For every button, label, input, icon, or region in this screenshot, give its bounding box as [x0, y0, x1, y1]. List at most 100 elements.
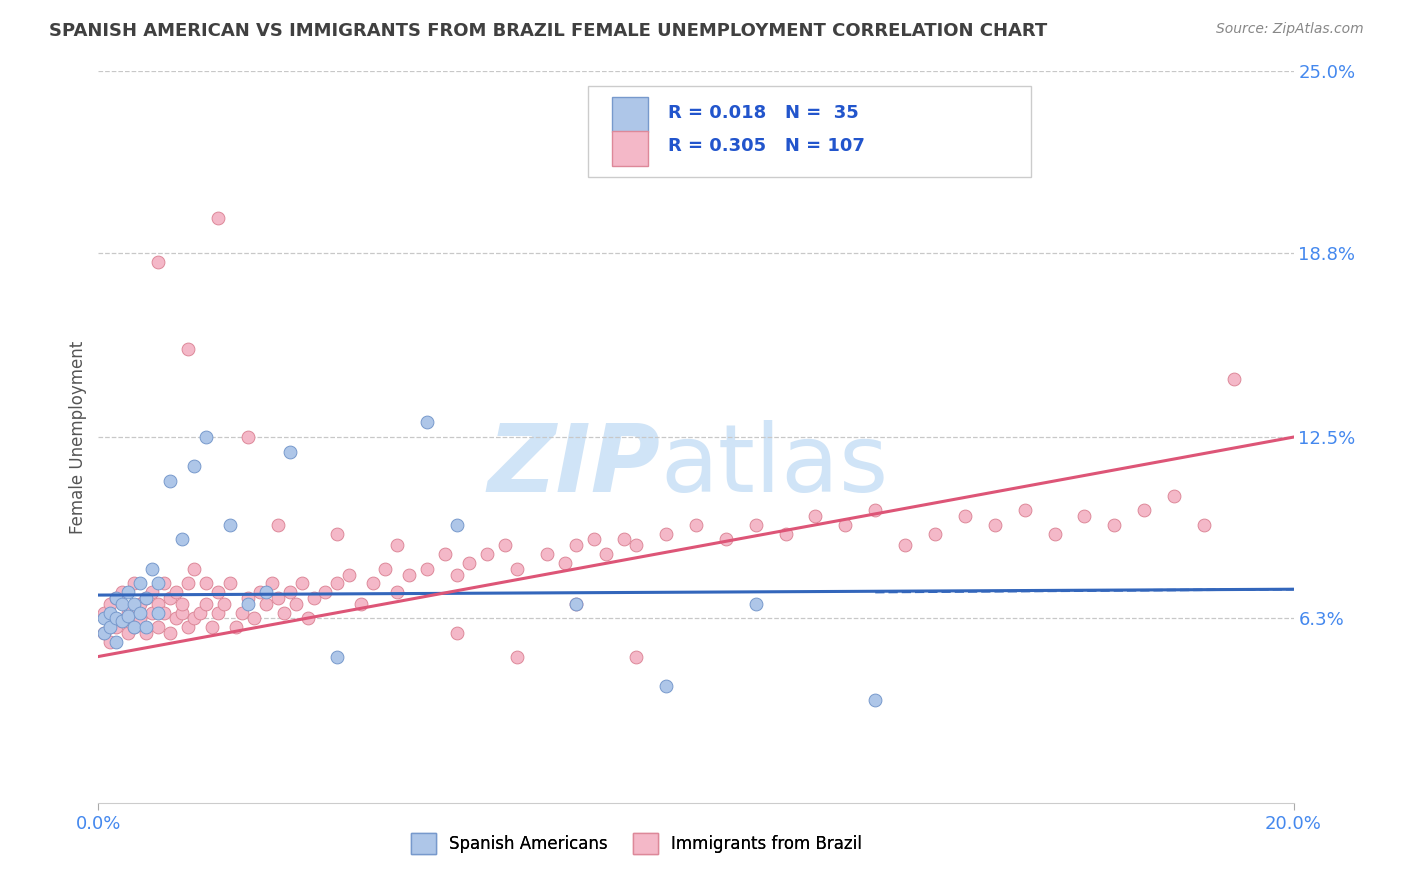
Point: [1043, 526, 1066, 541]
Point: [225, 620, 247, 634]
Point: [583, 533, 606, 547]
Point: [953, 509, 976, 524]
Point: [141, 606, 163, 620]
Point: [385, 585, 409, 599]
Text: atlas: atlas: [661, 420, 889, 512]
Point: [714, 533, 737, 547]
Point: [297, 611, 319, 625]
Point: [172, 533, 194, 547]
Point: [236, 591, 259, 605]
Point: [284, 597, 307, 611]
Point: [219, 517, 242, 532]
Point: [177, 343, 200, 357]
Point: [195, 597, 218, 611]
Point: [105, 635, 128, 649]
FancyBboxPatch shape: [589, 86, 1031, 178]
Point: [446, 567, 468, 582]
Point: [177, 620, 200, 634]
Point: [804, 509, 827, 524]
Point: [141, 585, 163, 599]
Point: [117, 585, 139, 599]
Point: [565, 597, 588, 611]
FancyBboxPatch shape: [613, 131, 648, 167]
Text: R = 0.305   N = 107: R = 0.305 N = 107: [668, 137, 865, 155]
Point: [148, 620, 170, 634]
Text: Source: ZipAtlas.com: Source: ZipAtlas.com: [1216, 22, 1364, 37]
Point: [117, 608, 139, 623]
Point: [655, 526, 678, 541]
Point: [105, 591, 128, 605]
Point: [148, 597, 170, 611]
Point: [326, 649, 349, 664]
Point: [350, 597, 373, 611]
Point: [219, 576, 242, 591]
Point: [626, 649, 648, 664]
Point: [93, 606, 115, 620]
Point: [1163, 489, 1185, 503]
Point: [183, 562, 205, 576]
Point: [231, 606, 253, 620]
Point: [111, 585, 134, 599]
Point: [124, 620, 146, 634]
Point: [416, 416, 439, 430]
Point: [565, 538, 588, 552]
Point: [93, 626, 115, 640]
Point: [278, 444, 301, 458]
Point: [135, 620, 157, 634]
Point: [124, 576, 146, 591]
Point: [291, 576, 314, 591]
Point: [315, 585, 337, 599]
Point: [536, 547, 558, 561]
Point: [1014, 503, 1036, 517]
Point: [326, 526, 349, 541]
Point: [135, 591, 157, 605]
Point: [1133, 503, 1156, 517]
Point: [117, 606, 139, 620]
Point: [98, 597, 122, 611]
Point: [506, 649, 529, 664]
Point: [326, 576, 349, 591]
Point: [129, 576, 152, 591]
Point: [416, 562, 439, 576]
Point: [111, 597, 134, 611]
Point: [398, 567, 420, 582]
Point: [894, 538, 917, 552]
Point: [93, 611, 115, 625]
Point: [124, 620, 146, 634]
Point: [129, 606, 152, 620]
Point: [98, 620, 122, 634]
Point: [458, 556, 481, 570]
Point: [565, 597, 588, 611]
Point: [172, 597, 194, 611]
Point: [93, 626, 115, 640]
Point: [165, 611, 187, 625]
Point: [374, 562, 396, 576]
Point: [254, 585, 277, 599]
Point: [685, 517, 707, 532]
Point: [129, 611, 152, 625]
Point: [105, 620, 128, 634]
Point: [183, 459, 205, 474]
Point: [141, 562, 163, 576]
Point: [148, 606, 170, 620]
Point: [159, 626, 181, 640]
Point: [148, 254, 170, 268]
Text: R = 0.018   N =  35: R = 0.018 N = 35: [668, 104, 859, 122]
Point: [363, 576, 385, 591]
Point: [626, 538, 648, 552]
Point: [1073, 509, 1095, 524]
Point: [153, 576, 176, 591]
Point: [834, 517, 856, 532]
Point: [434, 547, 457, 561]
Point: [105, 611, 128, 625]
Point: [865, 503, 887, 517]
Point: [207, 211, 229, 225]
Point: [475, 547, 498, 561]
Point: [446, 626, 468, 640]
Point: [148, 576, 170, 591]
Point: [924, 526, 946, 541]
Point: [207, 585, 229, 599]
Point: [446, 517, 468, 532]
Point: [111, 615, 134, 629]
Point: [105, 591, 128, 605]
